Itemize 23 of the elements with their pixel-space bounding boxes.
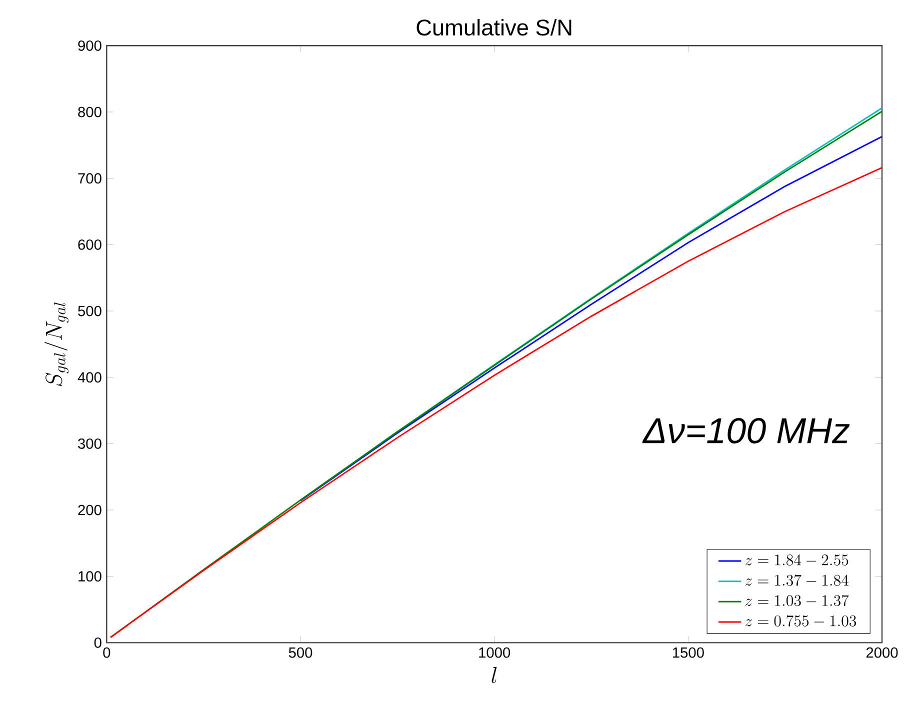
y-tick-label: 400 <box>78 372 102 383</box>
y-tick-label: 900 <box>78 40 102 51</box>
y-tick-label: 800 <box>78 106 102 118</box>
legend-label: $z=1.03-1.37$ <box>745 594 849 606</box>
legend-label: $z=1.84-2.55$ <box>745 554 848 566</box>
chart-title: Cumulative S/N <box>416 18 572 36</box>
x-tick-label: 1500 <box>672 647 704 658</box>
y-tick-label: 700 <box>78 173 102 184</box>
annotation: Δν=100 MHz <box>642 418 850 444</box>
y-tick-label: 0 <box>94 637 102 648</box>
y-axis-title: $S_{gal}/N_{gal}$ <box>44 302 68 386</box>
x-tick-label: 0 <box>103 647 110 658</box>
y-tick-label: 600 <box>78 239 102 250</box>
x-tick-label: 500 <box>288 647 312 658</box>
y-tick-label: 300 <box>78 438 102 449</box>
legend-label: $z=1.37-1.84$ <box>745 574 848 586</box>
y-tick-label: 500 <box>78 306 102 316</box>
y-tick-label: 100 <box>78 571 102 582</box>
x-tick-label: 2000 <box>866 647 898 658</box>
x-axis-title: $l$ <box>492 666 497 684</box>
x-tick-label: 1000 <box>479 647 510 658</box>
legend-label: $z=0.755-1.03$ <box>745 615 856 626</box>
y-tick-label: 200 <box>78 504 102 516</box>
